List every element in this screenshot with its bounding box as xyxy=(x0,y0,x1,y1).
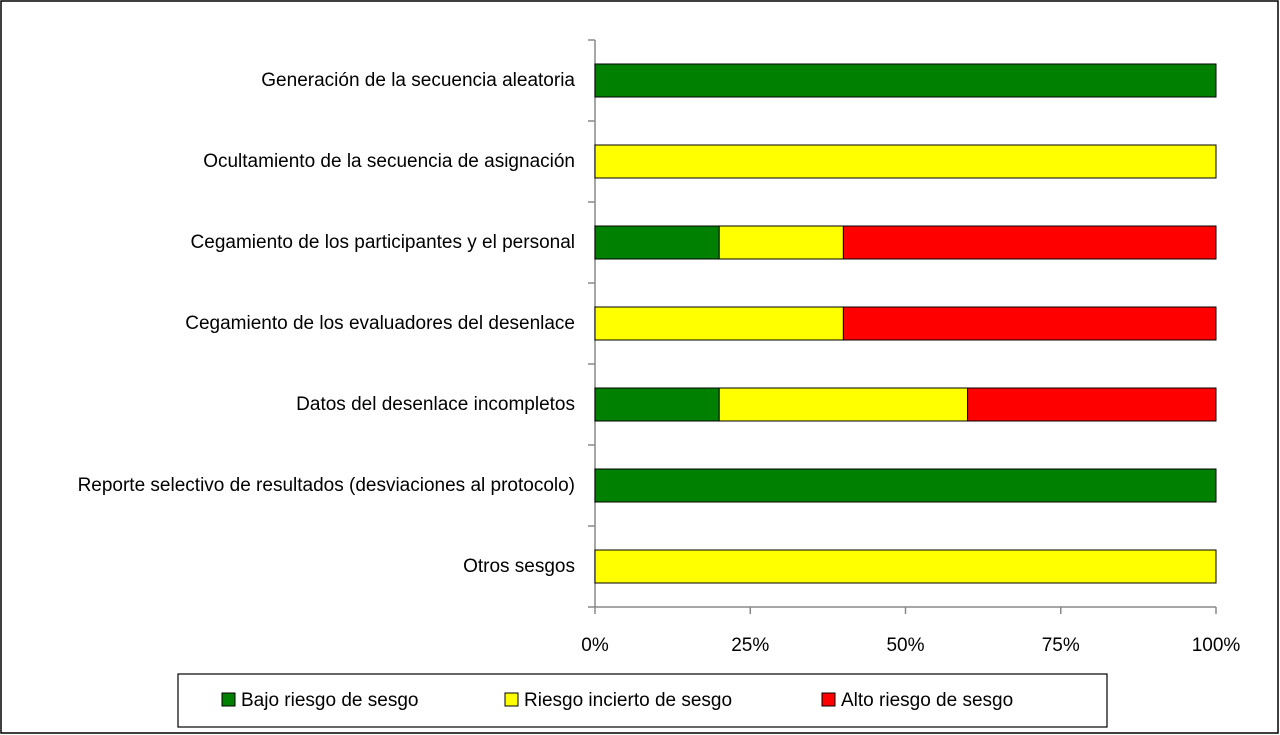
bar-segment xyxy=(842,306,1217,341)
category-text: Datos del desenlace incompletos xyxy=(296,393,575,415)
x-tick-label: 0% xyxy=(581,635,609,656)
category-label: Otros sesgos xyxy=(20,526,575,607)
bar-segment xyxy=(594,468,1217,503)
bar-segment xyxy=(718,387,969,422)
category-label: Cegamiento de los evaluadores del desenl… xyxy=(20,283,575,364)
category-text: Cegamiento de los participantes y el per… xyxy=(190,231,575,253)
category-text: Reporte selectivo de resultados (desviac… xyxy=(77,474,575,496)
bar-segment xyxy=(594,63,1217,98)
bar-segment xyxy=(594,306,844,341)
bar-segment xyxy=(718,225,844,260)
bar-segment xyxy=(594,225,720,260)
legend-swatch xyxy=(821,692,836,707)
legend-label: Alto riesgo de sesgo xyxy=(841,690,1013,711)
legend-swatch xyxy=(504,692,519,707)
category-text: Ocultamiento de la secuencia de asignaci… xyxy=(203,150,575,172)
category-text: Cegamiento de los evaluadores del desenl… xyxy=(185,312,575,334)
bar-segment xyxy=(594,549,1217,584)
bar-segment xyxy=(594,144,1217,179)
x-tick-label: 50% xyxy=(886,635,924,656)
category-text: Generación de la secuencia aleatoria xyxy=(261,69,575,91)
bar-segment xyxy=(594,387,720,422)
legend-box xyxy=(177,673,1108,728)
bar-segment xyxy=(967,387,1217,422)
category-label: Cegamiento de los participantes y el per… xyxy=(20,202,575,283)
legend-label: Riesgo incierto de sesgo xyxy=(524,690,732,711)
legend-swatch xyxy=(221,692,236,707)
x-tick-label: 25% xyxy=(731,635,769,656)
bar-segment xyxy=(842,225,1217,260)
x-tick-label: 100% xyxy=(1192,635,1241,656)
category-label: Reporte selectivo de resultados (desviac… xyxy=(20,445,575,526)
category-label: Generación de la secuencia aleatoria xyxy=(20,40,575,121)
category-label: Ocultamiento de la secuencia de asignaci… xyxy=(20,121,575,202)
category-text: Otros sesgos xyxy=(463,555,575,577)
x-tick-label: 75% xyxy=(1042,635,1080,656)
legend-label: Bajo riesgo de sesgo xyxy=(241,690,418,711)
category-label: Datos del desenlace incompletos xyxy=(20,364,575,445)
